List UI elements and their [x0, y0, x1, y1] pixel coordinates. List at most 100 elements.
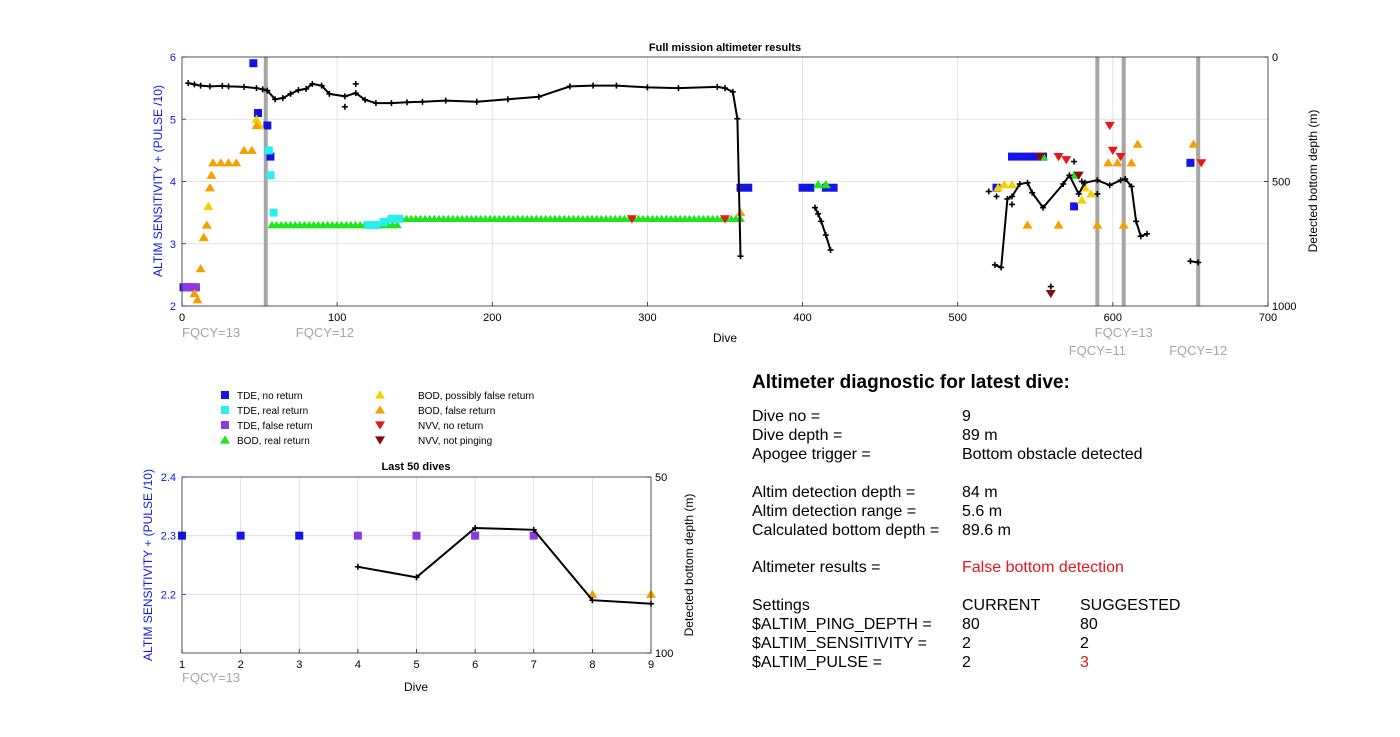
main-x-label: Dive — [713, 331, 737, 345]
depth-point — [815, 210, 822, 217]
tde-false-return-marker — [412, 531, 421, 540]
depth-point — [413, 574, 420, 581]
dive-no-value: 9 — [962, 408, 971, 425]
setting-current: 2 — [962, 635, 971, 652]
tde-false-return-marker — [191, 283, 200, 292]
x-tick-label: 5 — [413, 659, 419, 671]
y2-tick-label: 100 — [655, 648, 673, 660]
bod-false-marker — [1092, 220, 1103, 229]
tde-no-return-marker — [1070, 202, 1079, 211]
depth-point — [472, 525, 479, 532]
diagnostic-title: Altimeter diagnostic for latest dive: — [752, 372, 1070, 393]
depth-point — [442, 97, 449, 104]
depth-point — [811, 204, 818, 211]
depth-point — [318, 82, 325, 89]
depth-point — [535, 93, 542, 100]
x-tick-label: 700 — [1259, 312, 1277, 324]
y-tick-label: 2.3 — [161, 531, 176, 543]
bod-false-marker — [239, 145, 250, 154]
y2-tick-label: 500 — [1272, 177, 1290, 189]
bod-false-marker — [1053, 220, 1064, 229]
bod-real-return-marker — [1069, 170, 1080, 179]
frequency-label: FQCY=13 — [1095, 325, 1153, 340]
depth-point — [1060, 180, 1067, 187]
y-tick-label: 3 — [170, 239, 176, 251]
x-tick-label: 1 — [179, 659, 185, 671]
legend-item: BOD, real return — [220, 435, 310, 447]
bod-false-marker — [201, 220, 212, 229]
bod-real-return-marker — [820, 180, 831, 189]
main-markers — [179, 59, 1207, 304]
x-tick-label: 400 — [793, 312, 811, 324]
x-tick-label: 2 — [238, 659, 244, 671]
depth-point — [1128, 183, 1135, 190]
main-grid — [182, 57, 1268, 306]
depth-point — [1137, 233, 1144, 240]
results-value: False bottom detection — [962, 559, 1124, 576]
nvv-not-pinging-marker — [1073, 171, 1084, 180]
legend-label: BOD, possibly false return — [418, 391, 534, 402]
setting-name: $ALTIM_PING_DEPTH = — [752, 616, 932, 633]
tde-real-return-marker — [264, 146, 273, 155]
legend-label: NVV, no return — [418, 421, 483, 432]
main-chart-title: Full mission altimeter results — [649, 42, 801, 54]
tde-false-return-marker — [471, 531, 480, 540]
x-tick-label: 600 — [1104, 312, 1122, 324]
bod-false-marker — [1103, 158, 1114, 167]
tde-no-return-marker — [266, 152, 275, 161]
depth-point — [1004, 195, 1011, 202]
bod-false-marker — [192, 295, 203, 304]
nvv-no-return-marker — [626, 215, 637, 224]
depth-point — [1117, 177, 1124, 184]
depth-point — [1133, 218, 1140, 225]
depth-point — [287, 90, 294, 97]
legend-tde-real-return-marker — [221, 406, 229, 414]
legend-label: TDE, real return — [237, 406, 308, 417]
depth-point — [303, 85, 310, 92]
nvv-no-return-marker — [1115, 153, 1126, 162]
legend-bod-real-return-marker — [220, 435, 230, 444]
depth-point — [998, 264, 1005, 271]
depth-point — [589, 597, 596, 604]
main-ticks: 0 100 200 300 400 500 600 700 2 3 4 5 6 0 500 1000 — [170, 52, 1297, 324]
detection-range-label: Altim detection range = — [752, 503, 917, 520]
nvv-no-return-marker — [720, 215, 730, 224]
bod-false-marker — [223, 158, 234, 167]
depth-point — [1024, 179, 1031, 186]
depth-point — [295, 87, 302, 94]
depth-point — [326, 90, 333, 97]
depth-point — [1081, 179, 1088, 186]
bod-false-marker — [206, 170, 217, 179]
depth-point — [1094, 177, 1101, 184]
x-tick-label: 100 — [328, 312, 346, 324]
frequency-start-label: FQCY=13 — [182, 325, 240, 340]
depth-point — [419, 98, 426, 105]
bod-real-return-marker — [813, 180, 824, 189]
suggested-label: SUGGESTED — [1080, 597, 1181, 614]
tde-real-return-marker — [371, 221, 380, 230]
setting-suggested: 80 — [1080, 616, 1098, 633]
depth-point — [675, 85, 682, 92]
setting-name: $ALTIM_PULSE = — [752, 654, 882, 671]
bod-possibly-false-marker — [203, 201, 214, 210]
depth-point — [1195, 259, 1202, 266]
main-frequency-labels: FQCY=12 FQCY=11 FQCY=13 FQCY=12 FQCY=13 — [182, 325, 1227, 358]
frequency-label: FQCY=12 — [1169, 343, 1227, 358]
depth-point — [279, 95, 286, 102]
depth-point — [191, 81, 198, 88]
x-tick-label: 0 — [179, 312, 185, 324]
depth-point — [219, 82, 226, 89]
dive-no-label: Dive no = — [752, 408, 821, 425]
bod-false-marker — [208, 158, 219, 167]
tde-no-return-marker — [1186, 158, 1195, 167]
band-marker — [392, 220, 402, 229]
results-label: Altimeter results = — [752, 559, 881, 576]
small-y2-label: Detected bottom depth (m) — [682, 494, 696, 637]
setting-current: 80 — [962, 616, 980, 633]
setting-suggested: 3 — [1080, 654, 1089, 671]
small-chart-title: Last 50 dives — [381, 461, 450, 473]
tde-real-return-marker — [269, 208, 278, 217]
tde-false-return-marker — [353, 531, 362, 540]
depth-point — [362, 96, 369, 103]
legend-item: NVV, not pinging — [375, 436, 492, 447]
